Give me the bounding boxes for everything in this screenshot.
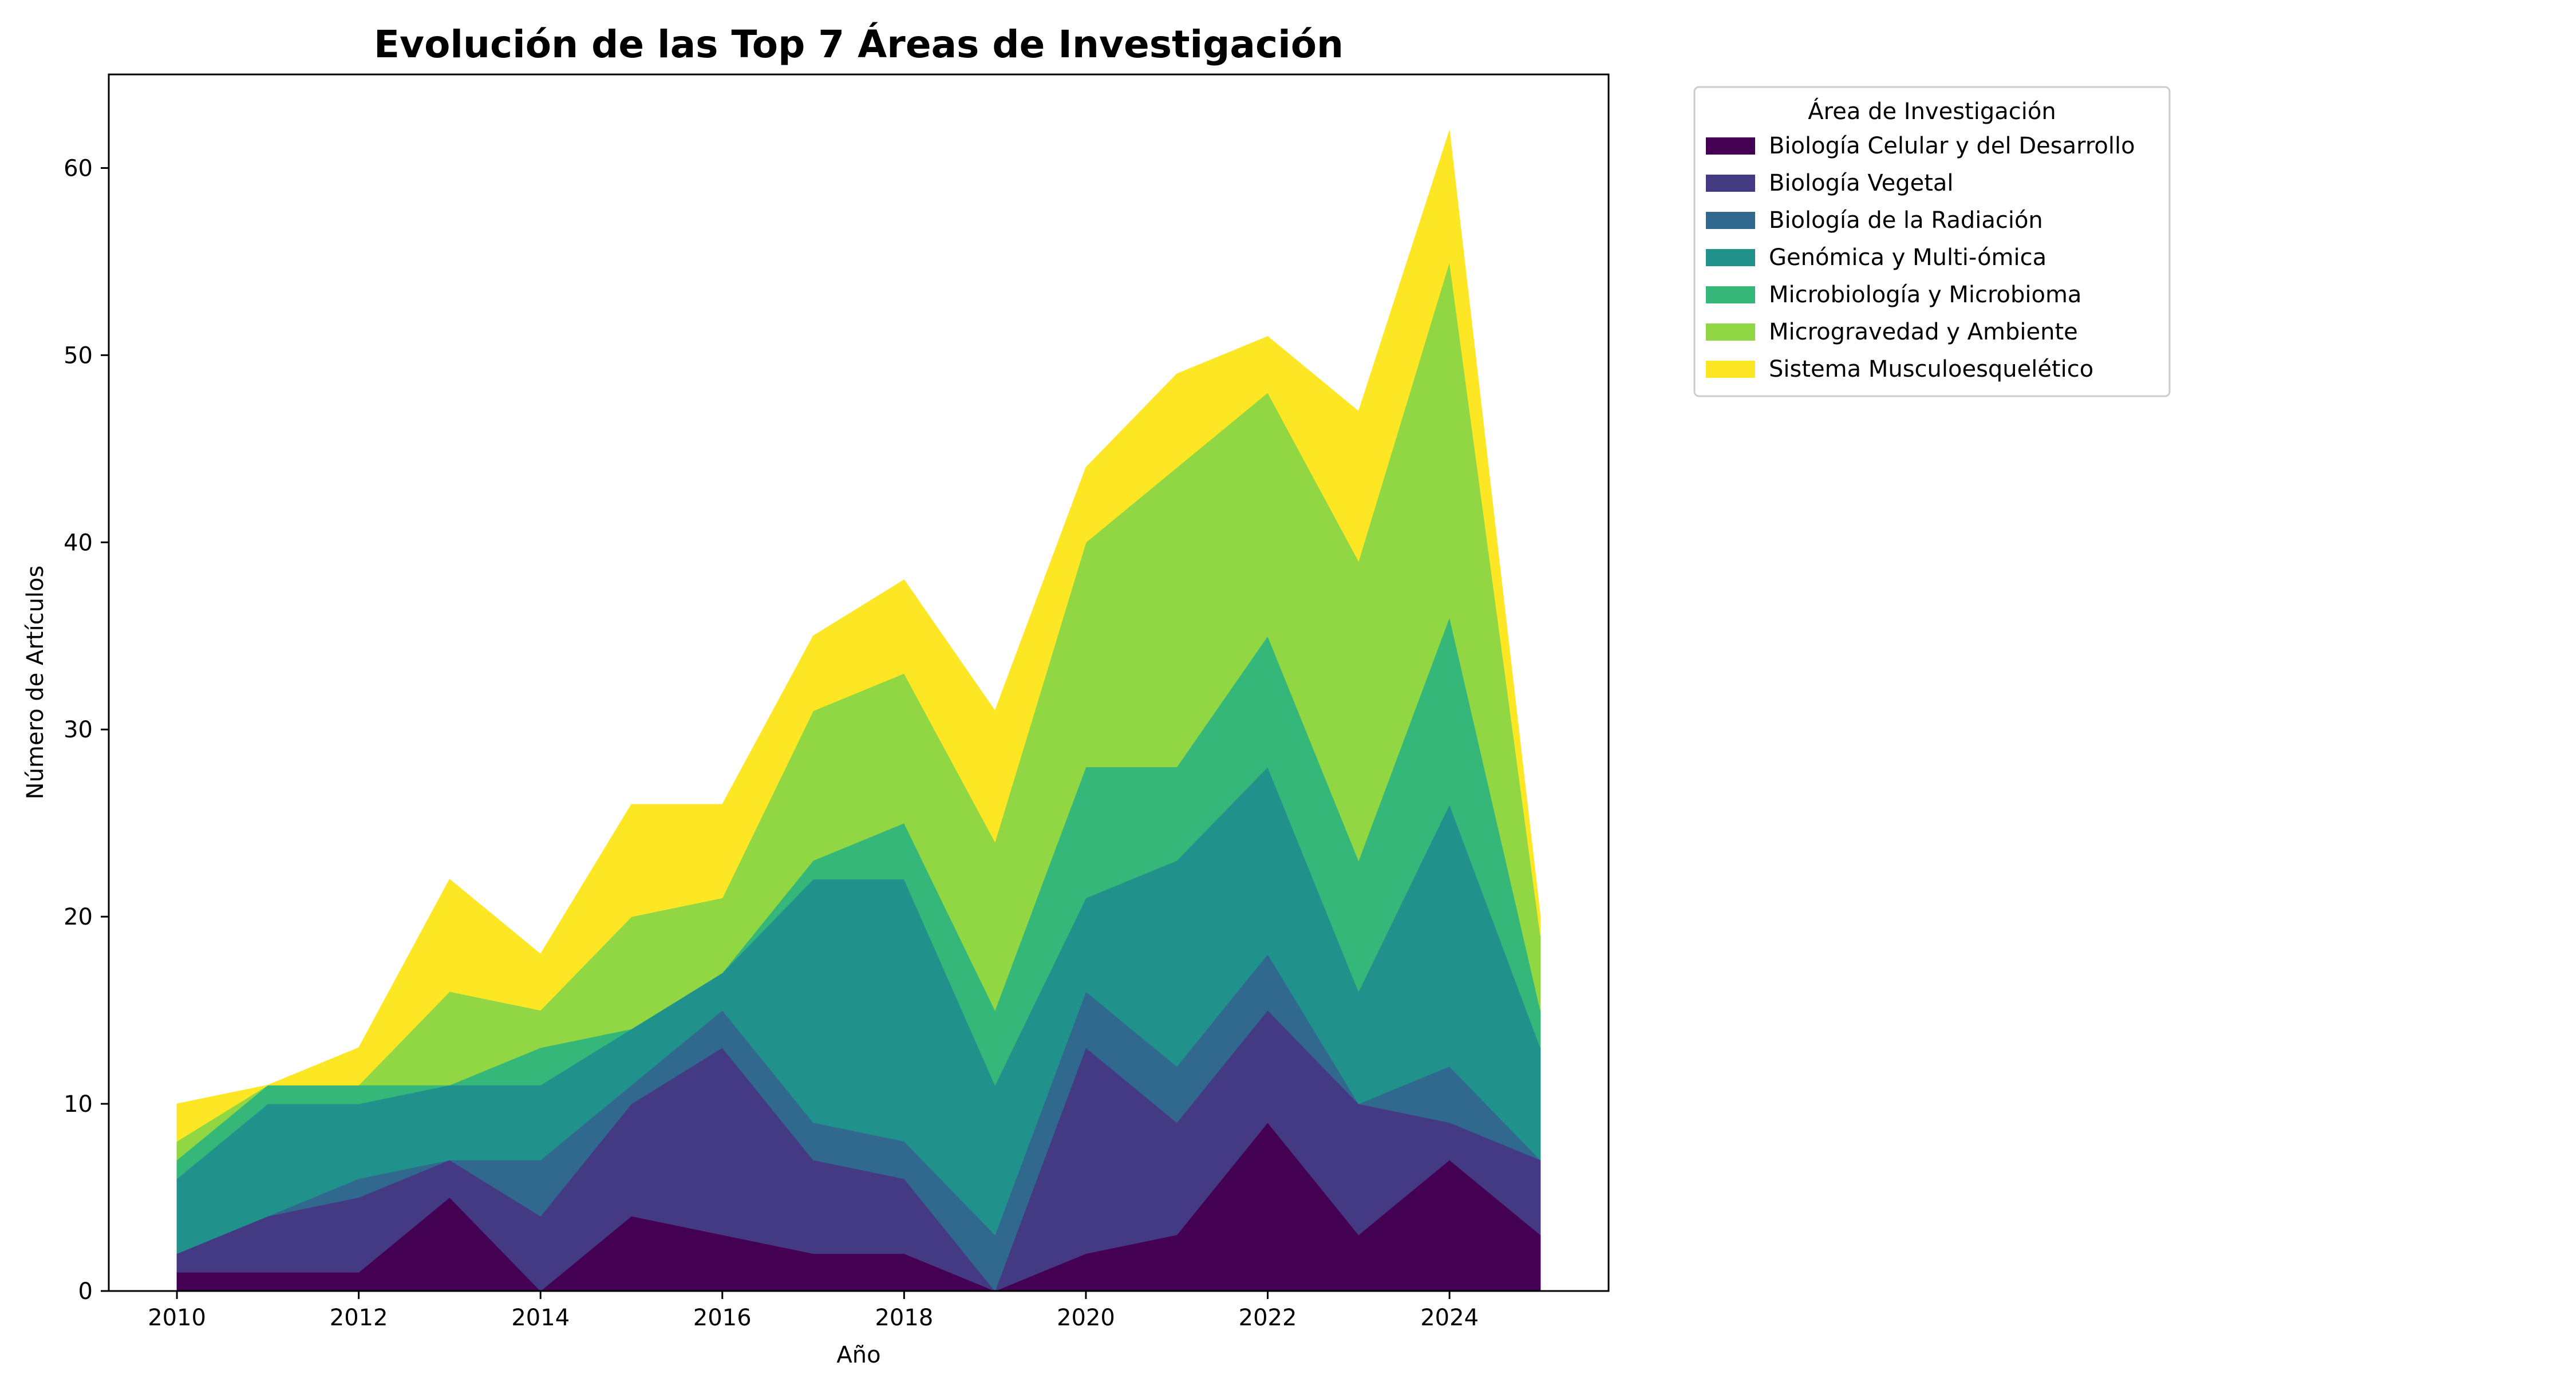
area-layers xyxy=(176,130,1541,1292)
legend-title: Área de Investigación xyxy=(1808,97,2056,125)
legend-label: Biología de la Radiación xyxy=(1769,207,2043,234)
y-tick-label: 60 xyxy=(64,155,93,181)
legend-swatch xyxy=(1706,137,1755,155)
y-tick-label: 50 xyxy=(64,342,93,369)
y-axis: 0 10 20 30 40 50 60 xyxy=(64,155,109,1305)
legend-frame xyxy=(1693,86,2171,397)
legend-swatch xyxy=(1706,212,1755,229)
x-tick-label: 2012 xyxy=(330,1305,388,1331)
legend-swatch xyxy=(1706,323,1755,341)
x-tick-label: 2010 xyxy=(148,1305,206,1331)
legend-label: Sistema Musculoesquelético xyxy=(1769,356,2093,382)
y-tick-label: 30 xyxy=(64,717,93,743)
y-tick-label: 0 xyxy=(78,1278,93,1305)
legend-swatch xyxy=(1706,249,1755,266)
x-tick-label: 2014 xyxy=(511,1305,570,1331)
legend-label: Microgravedad y Ambiente xyxy=(1769,319,2078,345)
legend-items: Biología Celular y del Desarrollo Biologí… xyxy=(1706,133,2135,382)
legend-label: Microbiología y Microbioma xyxy=(1769,282,2081,308)
legend-label: Genómica y Multi-ómica xyxy=(1769,244,2046,271)
x-axis-label: Año xyxy=(836,1342,880,1368)
legend-label: Biología Vegetal xyxy=(1769,170,1954,196)
x-tick-label: 2016 xyxy=(693,1305,752,1331)
x-tick-label: 2022 xyxy=(1239,1305,1297,1331)
legend-swatch xyxy=(1706,175,1755,192)
area-series-6 xyxy=(176,130,1541,1142)
chart-title: Evolución de las Top 7 Áreas de Investig… xyxy=(374,22,1344,66)
y-axis-label: Número de Artículos xyxy=(22,566,49,800)
y-tick-label: 20 xyxy=(64,904,93,930)
legend-swatch xyxy=(1706,361,1755,378)
y-tick-label: 40 xyxy=(64,530,93,556)
x-tick-label: 2020 xyxy=(1057,1305,1115,1331)
x-tick-label: 2024 xyxy=(1420,1305,1479,1331)
x-axis: 2010 2012 2014 2016 2018 2020 2022 2024 xyxy=(148,1291,1479,1331)
x-tick-label: 2018 xyxy=(875,1305,933,1331)
legend-label: Biología Celular y del Desarrollo xyxy=(1769,133,2135,159)
plot-frame xyxy=(108,73,1610,1292)
legend: Área de Investigación Biología Celular y… xyxy=(1693,86,2171,397)
legend-swatch xyxy=(1706,286,1755,303)
y-tick-label: 10 xyxy=(64,1091,93,1118)
